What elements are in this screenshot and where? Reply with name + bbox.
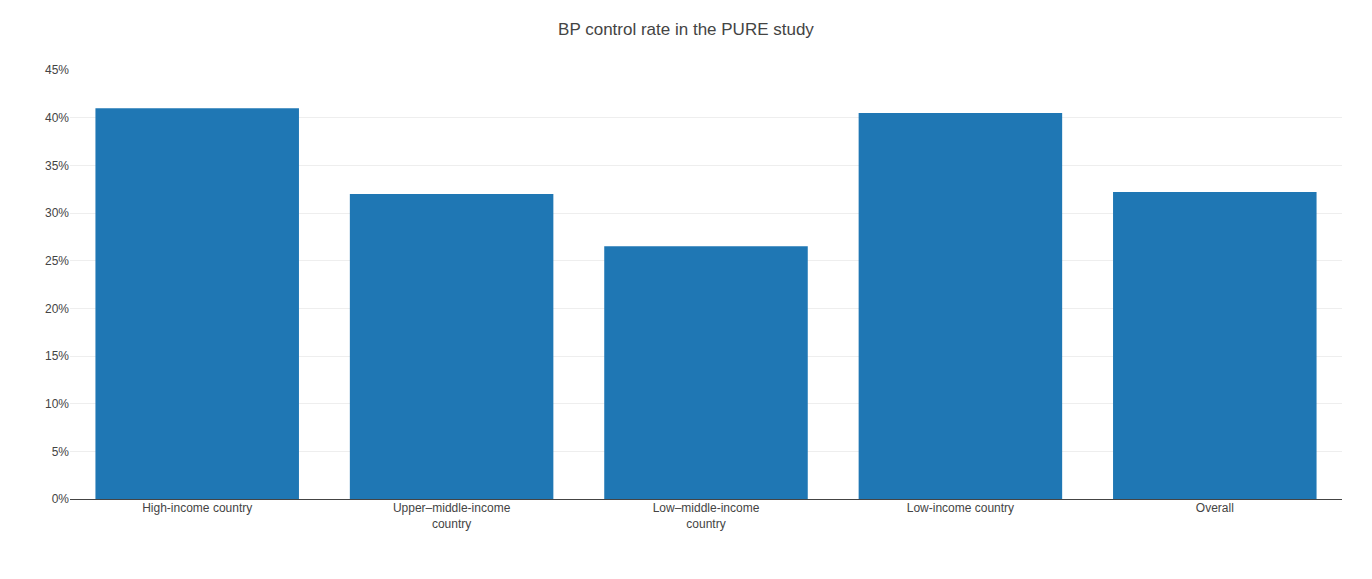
svg-text:40%: 40% xyxy=(45,111,69,125)
svg-text:High-income country: High-income country xyxy=(142,501,252,515)
svg-text:5%: 5% xyxy=(52,445,70,459)
svg-text:15%: 15% xyxy=(45,349,69,363)
svg-text:Overall: Overall xyxy=(1196,501,1234,515)
svg-text:20%: 20% xyxy=(45,302,69,316)
svg-text:45%: 45% xyxy=(45,63,69,77)
svg-text:25%: 25% xyxy=(45,254,69,268)
svg-text:Upper–middle-incomecountry: Upper–middle-incomecountry xyxy=(393,501,511,531)
svg-text:30%: 30% xyxy=(45,206,69,220)
svg-text:0%: 0% xyxy=(52,492,70,506)
svg-text:Low-income country: Low-income country xyxy=(907,501,1014,515)
svg-text:10%: 10% xyxy=(45,397,69,411)
svg-text:BP control rate in the PURE st: BP control rate in the PURE study xyxy=(558,20,814,39)
svg-text:35%: 35% xyxy=(45,159,69,173)
svg-text:Low–middle-incomecountry: Low–middle-incomecountry xyxy=(653,501,760,531)
